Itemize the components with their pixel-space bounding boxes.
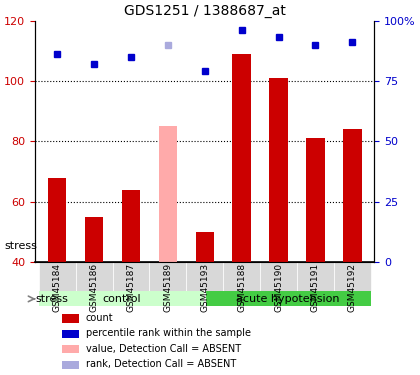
Bar bbox=[159, 126, 177, 262]
Text: value, Detection Call = ABSENT: value, Detection Call = ABSENT bbox=[86, 344, 241, 354]
FancyBboxPatch shape bbox=[113, 262, 150, 291]
Text: GSM45184: GSM45184 bbox=[52, 263, 62, 312]
Bar bbox=[48, 178, 66, 262]
Bar bbox=[85, 217, 103, 262]
Bar bbox=[306, 138, 325, 262]
Text: GSM45186: GSM45186 bbox=[89, 263, 99, 312]
FancyBboxPatch shape bbox=[260, 262, 297, 291]
FancyBboxPatch shape bbox=[39, 262, 76, 291]
Text: acute hypotension: acute hypotension bbox=[236, 294, 339, 304]
Text: control: control bbox=[102, 294, 141, 304]
Bar bbox=[122, 190, 140, 262]
FancyBboxPatch shape bbox=[205, 291, 371, 306]
FancyBboxPatch shape bbox=[223, 262, 260, 291]
Text: GSM45187: GSM45187 bbox=[126, 263, 136, 312]
Text: stress: stress bbox=[35, 294, 68, 304]
FancyBboxPatch shape bbox=[186, 262, 223, 291]
Title: GDS1251 / 1388687_at: GDS1251 / 1388687_at bbox=[124, 4, 286, 18]
FancyBboxPatch shape bbox=[76, 262, 113, 291]
Text: GSM45192: GSM45192 bbox=[348, 263, 357, 312]
Text: count: count bbox=[86, 313, 113, 323]
Text: GSM45188: GSM45188 bbox=[237, 263, 246, 312]
Bar bbox=[62, 345, 79, 354]
Bar bbox=[232, 54, 251, 262]
FancyBboxPatch shape bbox=[334, 262, 371, 291]
Bar bbox=[269, 78, 288, 262]
Bar bbox=[62, 360, 79, 369]
Bar bbox=[62, 314, 79, 322]
Text: GSM45193: GSM45193 bbox=[200, 263, 209, 312]
FancyBboxPatch shape bbox=[297, 262, 334, 291]
Text: GSM45190: GSM45190 bbox=[274, 263, 283, 312]
Bar bbox=[343, 129, 362, 262]
Text: GSM45191: GSM45191 bbox=[311, 263, 320, 312]
Text: rank, Detection Call = ABSENT: rank, Detection Call = ABSENT bbox=[86, 359, 236, 369]
FancyBboxPatch shape bbox=[150, 262, 186, 291]
Bar bbox=[62, 330, 79, 338]
Text: stress: stress bbox=[4, 241, 37, 250]
Text: percentile rank within the sample: percentile rank within the sample bbox=[86, 328, 251, 339]
Bar bbox=[196, 232, 214, 262]
Text: GSM45189: GSM45189 bbox=[163, 263, 172, 312]
FancyBboxPatch shape bbox=[39, 291, 205, 306]
